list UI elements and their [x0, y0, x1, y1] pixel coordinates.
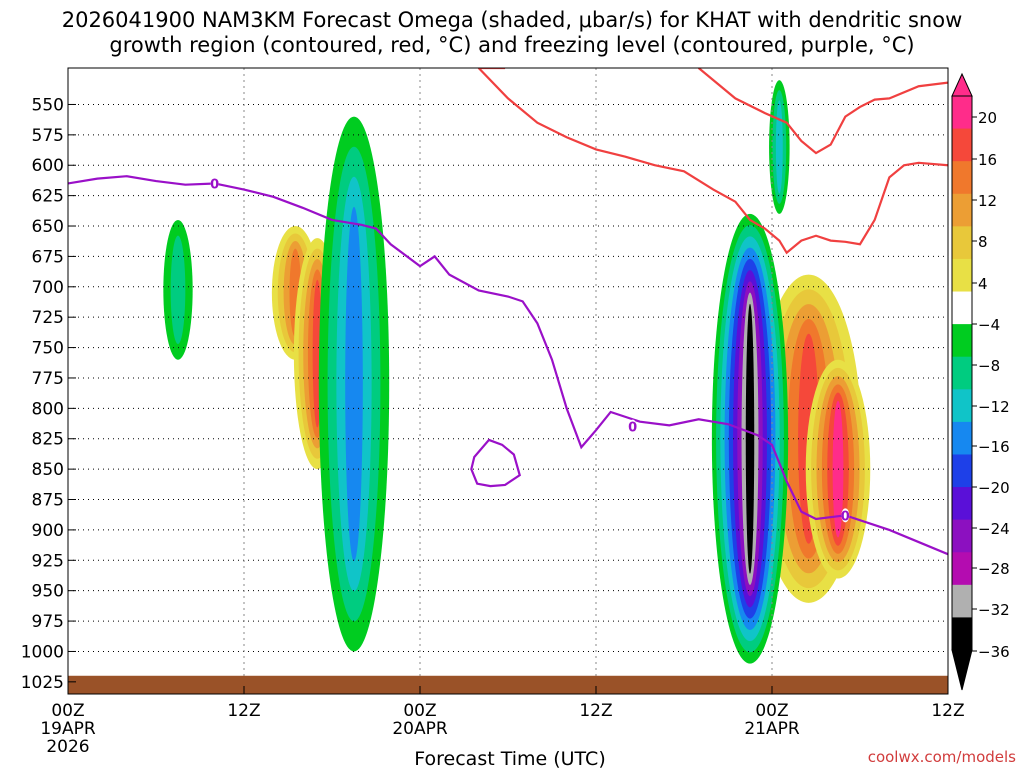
dendritic-growth-contours [477, 68, 948, 255]
plot-frame [67, 67, 949, 695]
y-tick-label: 775 [32, 369, 64, 389]
colorbar-swatch-11 [952, 454, 972, 488]
x-tick-label: 21APR [744, 719, 800, 739]
y-tick-label: 575 [32, 126, 64, 146]
y-tick-label: 1025 [21, 673, 64, 693]
freezing-label-bg [210, 176, 219, 191]
colorbar-label: 20 [978, 109, 997, 127]
colorbar-swatch-12 [952, 487, 972, 521]
y-tick-label: 800 [32, 399, 64, 419]
terrain-ground [68, 675, 948, 694]
colorbar-swatch-13 [952, 519, 972, 553]
y-tick-label: 875 [32, 491, 64, 511]
y-tick-label: 975 [32, 612, 64, 632]
colorbar-label: −8 [978, 357, 1000, 375]
y-tick-label: 650 [32, 217, 64, 237]
colorbar-label: −24 [978, 520, 1010, 538]
colorbar-swatch-14 [952, 552, 972, 586]
y-tick-label: 825 [32, 430, 64, 450]
x-tick-label: 00Z [403, 701, 436, 721]
dendritic-contour-0 [477, 68, 948, 255]
core-c-level-8 [745, 303, 755, 574]
chart-title-line-2: growth region (contoured, red, °C) and f… [109, 33, 914, 57]
colorbar-swatch-3 [952, 193, 972, 227]
freezing-label-bg [628, 419, 637, 434]
colorbar-label: 4 [978, 275, 988, 293]
colorbar-label: −28 [978, 560, 1010, 578]
freezing-level-loop [470, 438, 522, 488]
x-tick-label: 12Z [931, 701, 964, 721]
y-tick-label: 850 [32, 460, 64, 480]
chart-title-line-1: 2026041900 NAM3KM Forecast Omega (shaded… [62, 8, 963, 32]
freezing-label-bg [841, 508, 850, 523]
colorbar-swatch-7 [952, 324, 972, 358]
y-tick-label: 1000 [21, 642, 64, 662]
colorbar-label: −20 [978, 479, 1010, 497]
core-b-level-3 [345, 206, 363, 562]
y-tick-label: 600 [32, 156, 64, 176]
colorbar-swatch-2 [952, 161, 972, 195]
x-tick-label: 19APR [40, 719, 96, 739]
freezing-level-line [68, 175, 948, 556]
freezing-level-label: 0 [628, 421, 637, 436]
core-a-level-1 [170, 235, 186, 345]
core-d-level-2 [775, 100, 783, 194]
colorbar-bottom-arrow [951, 649, 973, 691]
credit-label: coolwx.com/models [868, 748, 1016, 766]
x-tick-label: 00Z [755, 701, 788, 721]
colorbar-swatch-4 [952, 226, 972, 260]
colorbar-swatch-1 [952, 128, 972, 162]
y-tick-label: 700 [32, 278, 64, 298]
pressure-axis: 550 575 600 625 650 675 700 725 750 775 800 825 850 8… [21, 95, 76, 693]
x-axis-label: Forecast Time (UTC) [414, 748, 605, 768]
x-tick-label: 12Z [579, 701, 612, 721]
colorbar-label: −16 [978, 438, 1010, 456]
colorbar-label: 8 [978, 233, 988, 251]
colorbar-top-arrow [951, 72, 973, 97]
colorbar-swatch-0 [952, 96, 972, 130]
y-tick-label: 900 [32, 521, 64, 541]
colorbar-label: −32 [978, 601, 1010, 619]
colorbar-swatch-6 [952, 291, 972, 325]
dendritic-contour-2 [697, 68, 948, 155]
colorbar-swatch-8 [952, 356, 972, 390]
x-tick-label: 2026 [46, 737, 89, 757]
colorbar-swatch-15 [952, 584, 972, 618]
colorbar-label: −4 [978, 316, 1000, 334]
y-tick-label: 675 [32, 247, 64, 267]
colorbar-swatch-16 [952, 617, 972, 651]
y-tick-label: 925 [32, 551, 64, 571]
colorbar-label: 16 [978, 151, 997, 169]
y-tick-label: 750 [32, 339, 64, 359]
colorbar-swatch-10 [952, 421, 972, 455]
colorbar-swatch-5 [952, 258, 972, 293]
freezing-level-label: 0 [841, 509, 850, 524]
colorbar-label: −36 [978, 643, 1010, 661]
y-tick-label: 950 [32, 582, 64, 602]
colorbar-label: 12 [978, 192, 997, 210]
x-tick-label: 00Z [51, 701, 84, 721]
y-tick-label: 550 [32, 95, 64, 115]
y-tick-label: 725 [32, 308, 64, 328]
freezing-level-contour: 0 0 0 [68, 175, 948, 556]
colorbar-label: −12 [978, 398, 1010, 416]
plot-area: 0 0 0 [68, 68, 948, 694]
colorbar-swatch-9 [952, 389, 972, 423]
x-tick-label: 12Z [227, 701, 260, 721]
omega-colorbar: 20 16 12 8 4 −4 −8 −12 −16 −20 −24 −28 −32 −36 [951, 72, 1010, 691]
freezing-level-label: 0 [210, 177, 219, 192]
omega-shading [163, 80, 871, 664]
y-tick-label: 625 [32, 187, 64, 207]
x-tick-label: 20APR [392, 719, 448, 739]
